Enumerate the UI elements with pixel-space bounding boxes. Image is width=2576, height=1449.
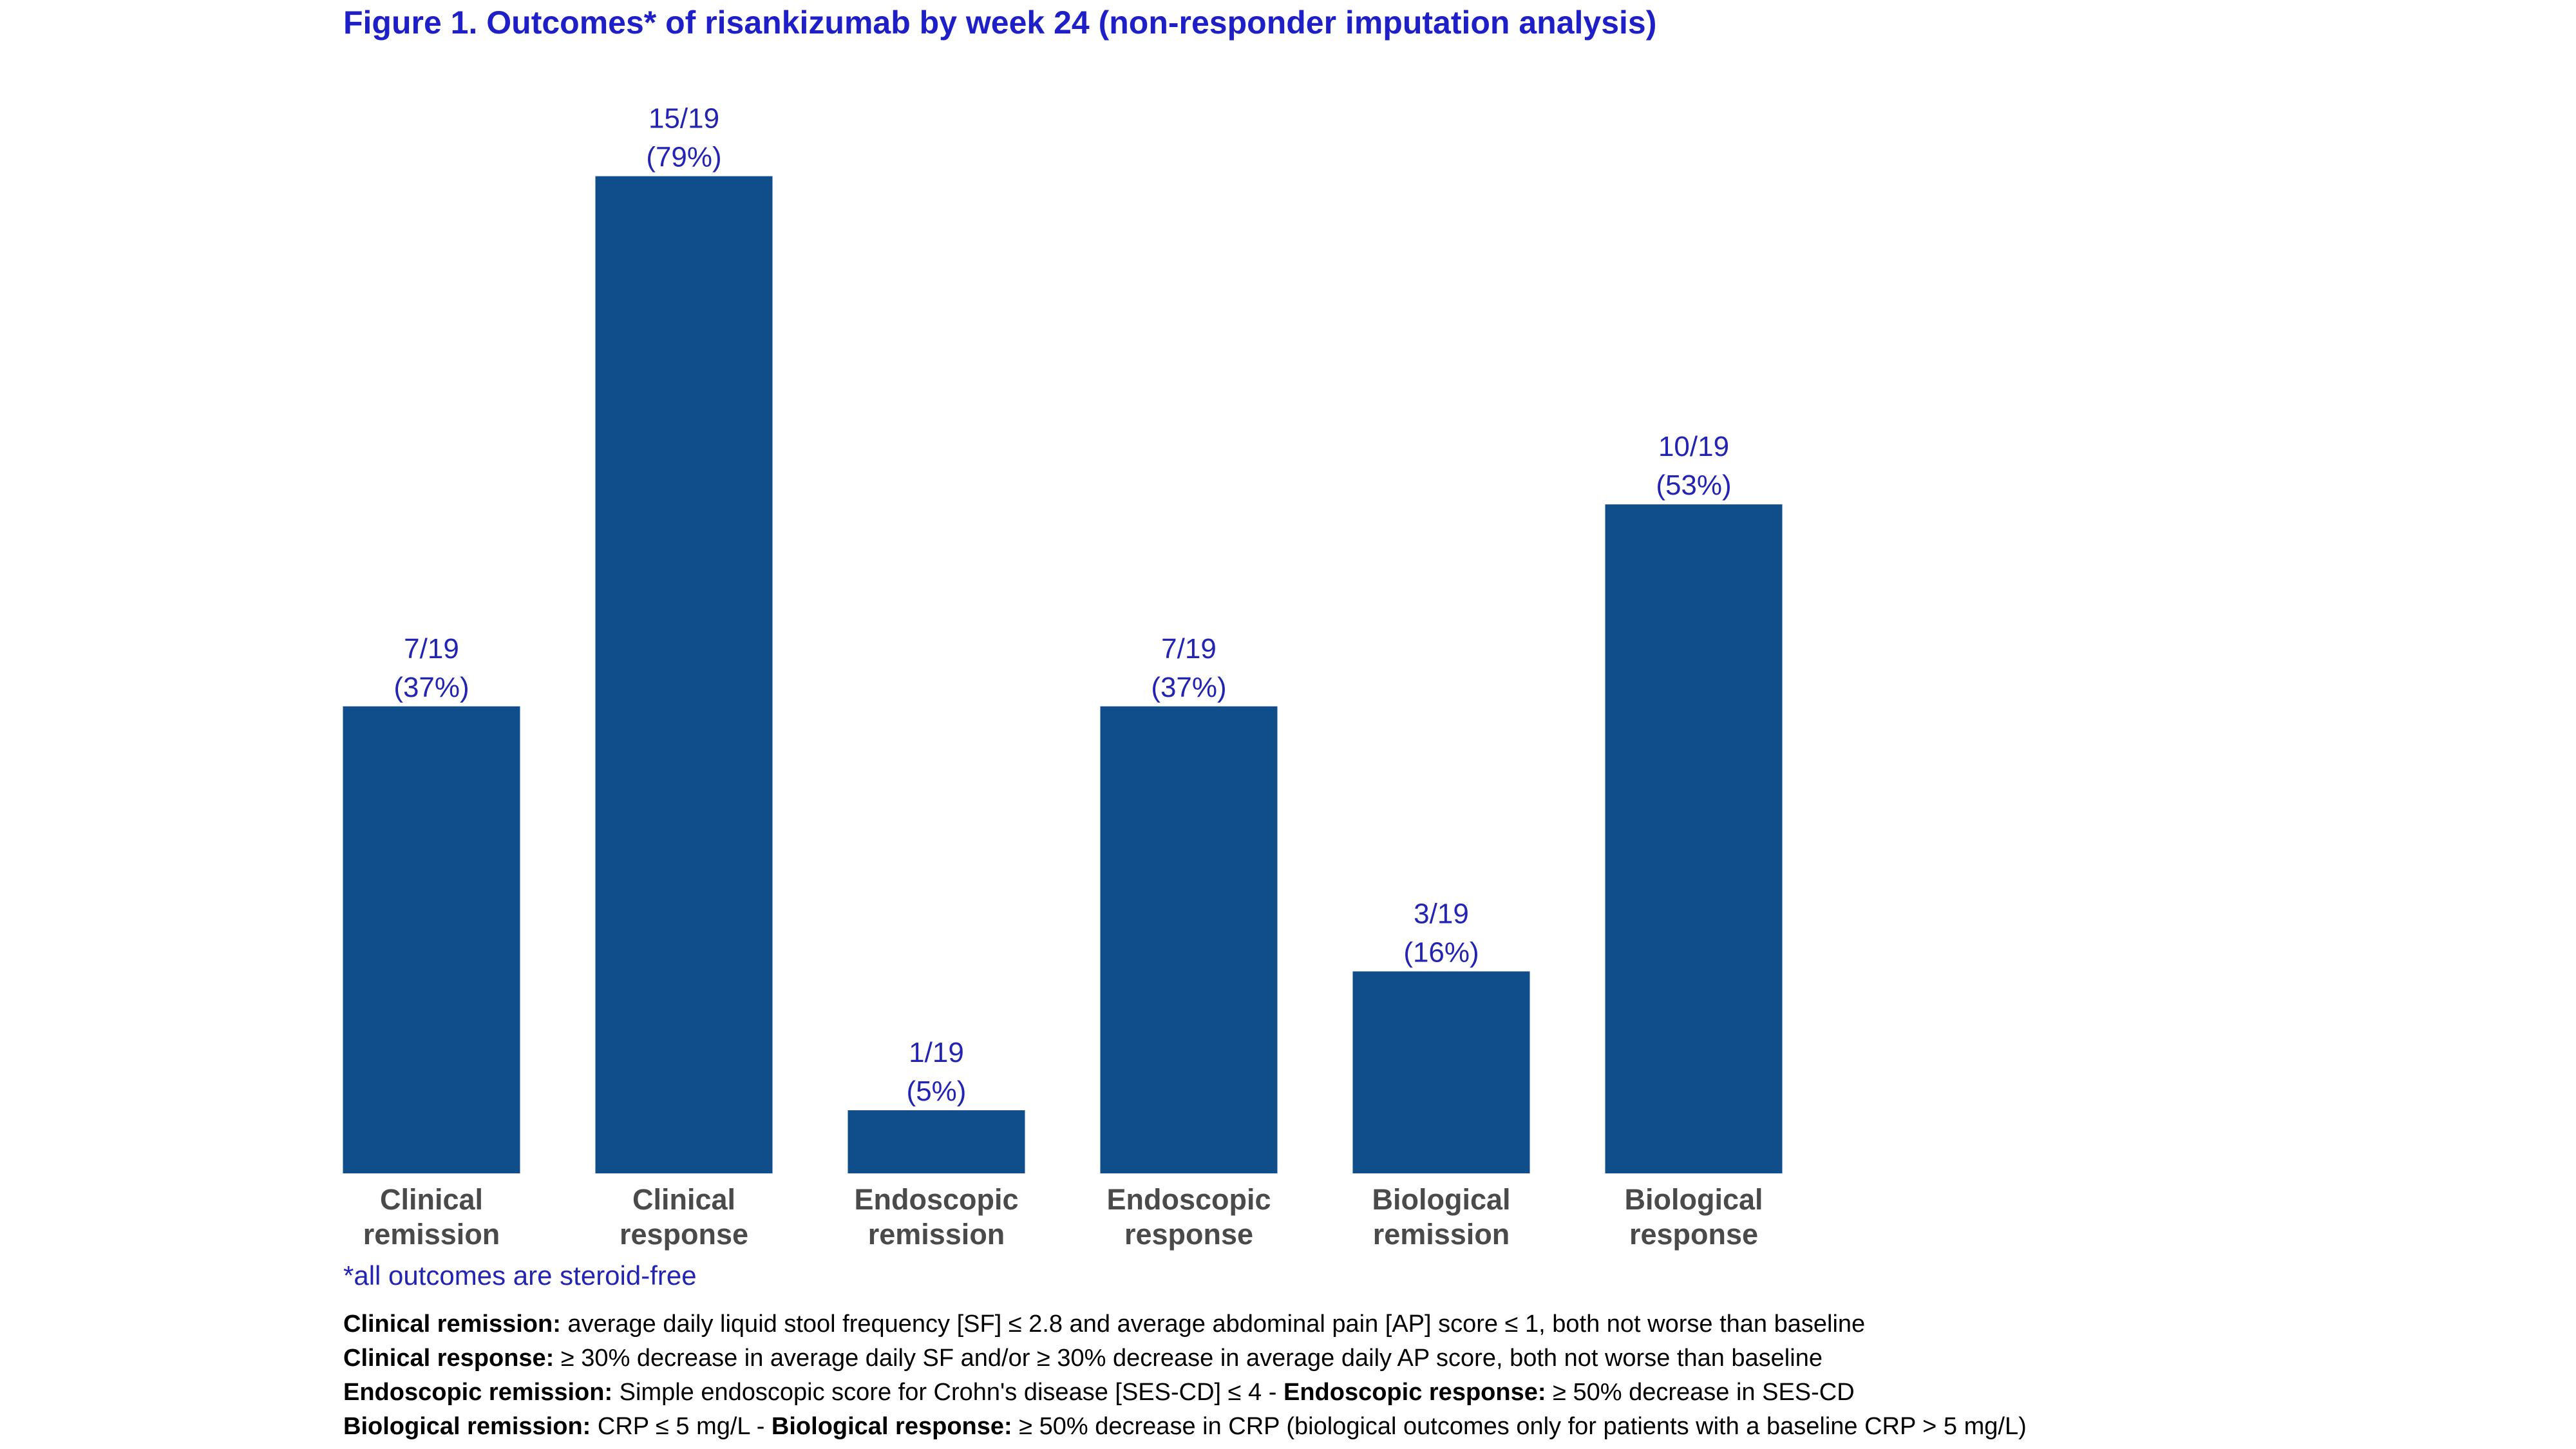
data-label-5: 3/19 (16%) <box>1403 898 1479 968</box>
data-label-3: 1/19 (5%) <box>907 1037 967 1107</box>
definitions-block: Clinical remission: average daily liquid… <box>343 1307 2027 1444</box>
category-label-1: Clinical remission <box>363 1183 500 1251</box>
category-label-5: Biological remission <box>1372 1183 1510 1251</box>
definition-term: Endoscopic remission: <box>343 1379 613 1406</box>
data-label-4: 7/19 (37%) <box>1151 633 1226 703</box>
definition-line-3: Endoscopic remission: Simple endoscopic … <box>343 1376 2027 1410</box>
footnote: *all outcomes are steroid-free <box>343 1260 697 1291</box>
definition-term: Biological remission: <box>343 1413 591 1440</box>
bar-chart: 7/19 (37%) 15/19 (79%) 1/19 (5%) 7/19 (37%) 3/19… <box>343 103 1783 1251</box>
category-label-2: Clinical response <box>620 1183 748 1251</box>
data-labels-group: 7/19 (37%) 15/19 (79%) 1/19 (5%) 7/19 (37%) 3/19… <box>393 103 1731 1107</box>
chart-title: Figure 1. Outcomes* of risankizumab by w… <box>343 5 1657 41</box>
definition-text: CRP ≤ 5 mg/L - <box>591 1413 772 1440</box>
bar-4 <box>1100 706 1278 1173</box>
category-label-3: Endoscopic remission <box>854 1183 1018 1251</box>
definition-text: Simple endoscopic score for Crohn's dise… <box>612 1379 1283 1406</box>
bar-3 <box>848 1110 1025 1173</box>
definition-term: Clinical remission: <box>343 1311 561 1338</box>
definition-text: ≥ 50% decrease in CRP (biological outcom… <box>1012 1413 2027 1440</box>
category-label-4: Endoscopic response <box>1106 1183 1271 1251</box>
bar-6 <box>1605 504 1783 1174</box>
definition-text: ≥ 50% decrease in SES-CD <box>1546 1379 1855 1406</box>
category-label-6: Biological response <box>1624 1183 1763 1251</box>
definition-text: average daily liquid stool frequency [SF… <box>560 1311 1866 1338</box>
bars-group <box>343 176 1783 1174</box>
category-labels-group: Clinical remission Clinical response Endosco… <box>363 1183 1763 1251</box>
bar-5 <box>1352 971 1530 1173</box>
data-label-1: 7/19 (37%) <box>393 633 469 703</box>
data-label-2: 15/19 (79%) <box>646 103 721 173</box>
definition-term: Clinical response: <box>343 1345 554 1372</box>
definition-line-1: Clinical remission: average daily liquid… <box>343 1307 2027 1341</box>
data-label-6: 10/19 (53%) <box>1656 431 1731 501</box>
bar-1 <box>343 706 520 1173</box>
definition-term: Endoscopic response: <box>1283 1379 1546 1406</box>
definition-text: ≥ 30% decrease in average daily SF and/o… <box>554 1345 1823 1372</box>
definition-line-4: Biological remission: CRP ≤ 5 mg/L - Bio… <box>343 1410 2027 1444</box>
definition-line-2: Clinical response: ≥ 30% decrease in ave… <box>343 1341 2027 1376</box>
bar-2 <box>595 176 773 1174</box>
definition-term: Biological response: <box>771 1413 1012 1440</box>
